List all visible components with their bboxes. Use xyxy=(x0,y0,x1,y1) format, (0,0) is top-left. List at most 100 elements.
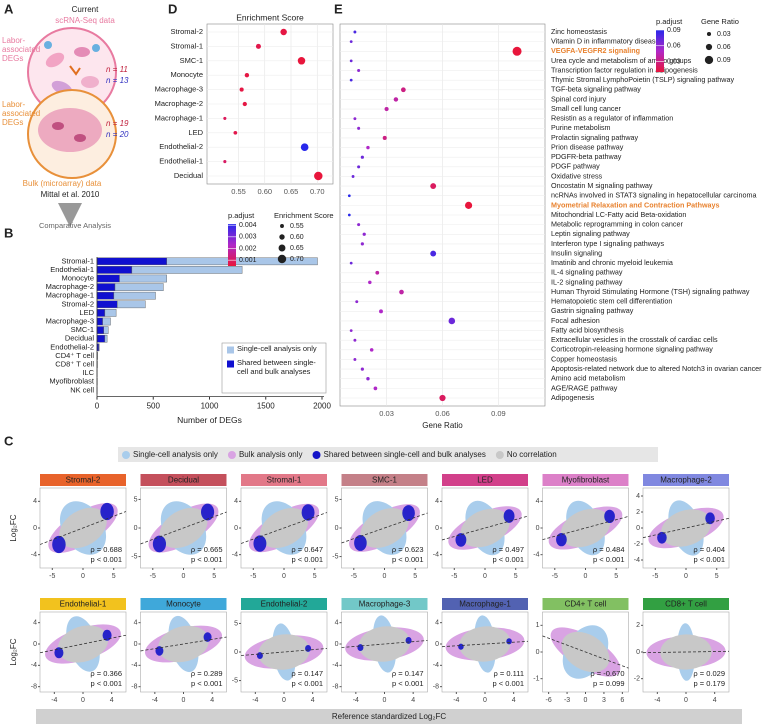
y-tick-label: 4 xyxy=(335,620,339,627)
panel-title: Stromal-2 xyxy=(66,476,101,485)
y-tick-label: 5 xyxy=(234,620,238,627)
x-tick-label: -4 xyxy=(51,697,57,704)
y-tick-label: -4 xyxy=(332,662,338,669)
x-tick-label: 4 xyxy=(512,697,516,704)
legend-label: 0.03 xyxy=(667,58,681,65)
rho-label: ρ = 0.623 xyxy=(392,545,424,554)
x-tick-label: 6 xyxy=(620,697,624,704)
x-tick-label: 5 xyxy=(413,573,417,580)
panel-title: Monocyte xyxy=(166,600,201,609)
x-tick-label: 0 xyxy=(383,697,387,704)
x-tick-label: 0.65 xyxy=(284,187,299,196)
tissue-icon xyxy=(52,122,64,130)
colorbar xyxy=(656,30,664,72)
y-tick-label: -2 xyxy=(634,676,640,683)
title-bar xyxy=(442,598,528,610)
legend-title: p.adjust xyxy=(228,211,255,220)
x-tick-label: -4 xyxy=(453,697,459,704)
x-tick-label: 2000 xyxy=(313,402,331,411)
point-cloud-group xyxy=(341,615,428,673)
point-cloud xyxy=(152,535,166,553)
legend-label: 0.09 xyxy=(667,27,681,34)
y-tick-label: 4 xyxy=(134,620,138,627)
bar xyxy=(98,343,100,352)
x-tick-label: 0.03 xyxy=(379,409,394,418)
xlabel-bar xyxy=(36,709,742,724)
x-tick-label: 0 xyxy=(684,573,688,580)
legend-box xyxy=(221,342,327,394)
y-tick-label: Small cell lung cancer xyxy=(551,104,622,113)
panel-title: Stromal-1 xyxy=(267,476,302,485)
y-tick-label: Spinal cord injury xyxy=(551,94,607,103)
legend-label: 0.03 xyxy=(717,31,731,38)
dot xyxy=(349,59,353,63)
point-cloud xyxy=(256,652,263,659)
bar xyxy=(96,326,104,334)
legend-swatch xyxy=(312,451,321,459)
y-tick-label: Endothelial-2 xyxy=(50,342,94,351)
x-tick-label: 0 xyxy=(182,697,186,704)
panel-title: Endothelial-2 xyxy=(261,600,308,609)
dot xyxy=(223,160,227,164)
y-tick-label: 2 xyxy=(636,622,640,629)
y-tick-label: -4 xyxy=(31,552,37,559)
point-cloud xyxy=(102,629,112,641)
y-tick-label: AGE/RAGE pathway xyxy=(551,383,618,392)
x-tick-label: 0.55 xyxy=(231,187,246,196)
y-tick-label: 4 xyxy=(536,498,540,505)
x-tick-label: 0 xyxy=(81,697,85,704)
rho-label: ρ = -0.670 xyxy=(590,669,624,678)
regression-line xyxy=(542,635,629,669)
label: n = 20 xyxy=(106,130,129,139)
dot xyxy=(347,194,351,198)
legend-label: 0.06 xyxy=(717,44,731,51)
x-axis-label: Gene Ratio xyxy=(422,421,463,430)
y-tick-label: Adipogenesis xyxy=(551,393,595,402)
y-tick-label: Monocyte xyxy=(61,273,94,282)
bar xyxy=(104,309,117,317)
point-cloud xyxy=(455,533,467,547)
x-tick-label: -6 xyxy=(546,697,552,704)
x-tick-label: 0.06 xyxy=(435,409,450,418)
p-label: p < 0.001 xyxy=(593,555,625,564)
y-tick-label: 4 xyxy=(33,620,37,627)
x-tick-label: 0 xyxy=(282,573,286,580)
p-label: p < 0.001 xyxy=(292,555,324,564)
y-tick-label: NK cell xyxy=(70,385,94,394)
panel-label: E xyxy=(334,1,343,16)
y-tick-label: Human Thyroid Stimulating Hormone (TSH) … xyxy=(551,287,750,296)
dot xyxy=(300,143,309,152)
label: scRNA-Seq data xyxy=(55,16,115,25)
x-tick-label: 5 xyxy=(112,573,116,580)
dot xyxy=(244,73,250,78)
regression-line xyxy=(40,511,126,545)
legend-label: 0.002 xyxy=(239,245,257,252)
point-cloud xyxy=(305,645,312,652)
rho-label: ρ = 0.497 xyxy=(492,545,524,554)
tissue-icon xyxy=(38,108,102,152)
bar xyxy=(96,283,116,291)
point-cloud-group xyxy=(241,501,327,555)
dot xyxy=(360,155,364,159)
point-cloud xyxy=(258,634,310,670)
y-tick-label: Resistin as a regulator of inflammation xyxy=(551,114,673,123)
point-cloud xyxy=(458,643,464,650)
panel-title: CD4+ T cell xyxy=(565,600,607,609)
point-cloud-group xyxy=(241,623,327,681)
y-tick-label: 5 xyxy=(134,496,138,503)
y-tick-label: Oncostatin M signaling pathway xyxy=(551,181,653,190)
y-tick-label: ncRNAs involved in STAT3 signaling in he… xyxy=(551,191,756,200)
y-tick-label: Zinc homeostasis xyxy=(551,27,607,36)
regression-line xyxy=(643,650,729,654)
point-cloud xyxy=(604,509,615,524)
y-tick-label: Decidual xyxy=(174,171,204,180)
y-tick-label: Copper homeostasis xyxy=(551,354,617,363)
legend-label: Bulk analysis only xyxy=(239,450,303,459)
regression-line xyxy=(241,648,327,656)
y-tick-label: Mitochondrial LC-Fatty acid Beta-oxidati… xyxy=(551,210,686,219)
point-cloud xyxy=(253,535,267,552)
point-cloud xyxy=(459,626,511,662)
point-cloud xyxy=(556,532,567,547)
y-tick-label: 0 xyxy=(33,641,37,648)
label: n = 19 xyxy=(106,119,129,128)
